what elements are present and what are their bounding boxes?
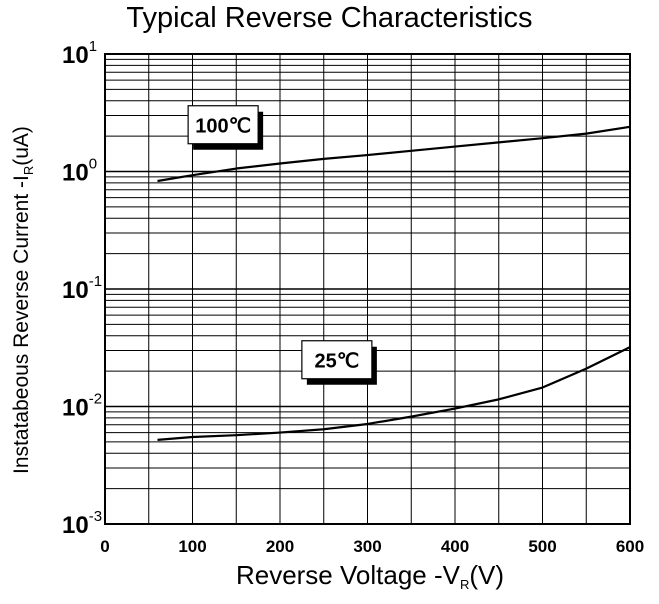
y-axis-label: Instatabeous Reverse Current -IR(uA) bbox=[7, 40, 37, 560]
series-line-0 bbox=[157, 125, 631, 183]
x-tick-label: 500 bbox=[528, 537, 556, 556]
y-tick-label: 101 bbox=[62, 38, 97, 69]
x-tick-label: 0 bbox=[100, 537, 109, 556]
x-axis-label-sub: R bbox=[459, 577, 470, 592]
annotation-box bbox=[187, 105, 259, 145]
y-axis-label-sub: R bbox=[21, 165, 36, 176]
y-axis-label-prefix: Instatabeous Reverse Current -I bbox=[10, 175, 33, 474]
x-tick-label: 600 bbox=[616, 537, 644, 556]
x-axis-label: Reverse Voltage -VR(V) bbox=[120, 560, 620, 592]
y-tick-label: 100 bbox=[62, 156, 97, 187]
x-axis-label-prefix: Reverse Voltage -V bbox=[235, 560, 460, 590]
annotation-label: 100℃ bbox=[195, 116, 251, 138]
annotation-box bbox=[301, 340, 373, 380]
x-tick-label: 200 bbox=[266, 537, 294, 556]
y-tick-label: 10-2 bbox=[62, 391, 102, 422]
y-tick-label: 10-3 bbox=[62, 508, 102, 539]
plot-frame bbox=[104, 53, 631, 525]
x-tick-label: 300 bbox=[353, 537, 381, 556]
x-tick-label: 400 bbox=[441, 537, 469, 556]
y-tick-label: 10-1 bbox=[62, 273, 102, 304]
chart-title: Typical Reverse Characteristics bbox=[126, 2, 533, 34]
annotation-label: 25℃ bbox=[315, 351, 360, 373]
series-line-1 bbox=[157, 346, 631, 441]
x-axis-label-suffix: (V) bbox=[469, 560, 505, 590]
y-axis-label-suffix: (uA) bbox=[10, 126, 33, 166]
x-tick-label: 100 bbox=[178, 537, 206, 556]
